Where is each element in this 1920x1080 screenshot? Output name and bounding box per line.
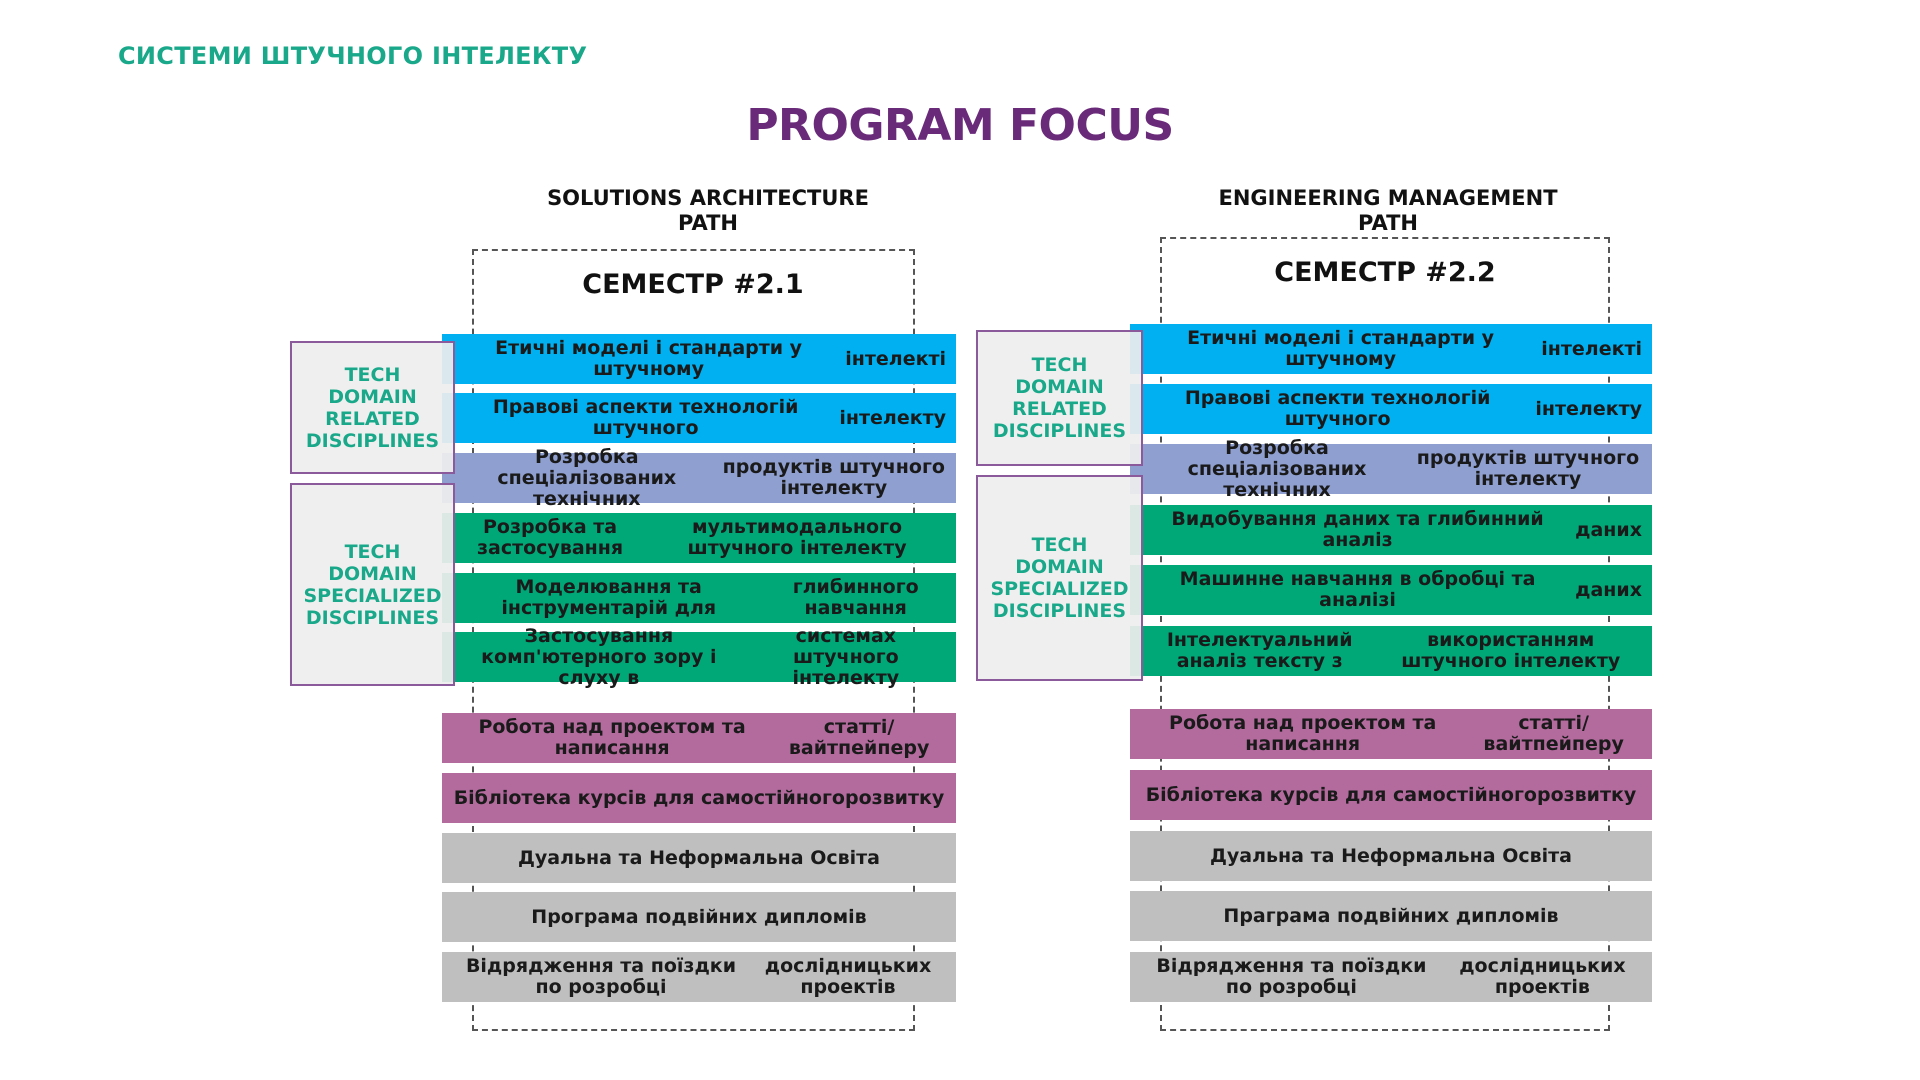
discipline-text: Етичні моделі і стандарти у штучному xyxy=(495,337,803,380)
discipline-text: продуктів штучного інтелекту xyxy=(722,456,945,499)
discipline-bar: Дуальна та Неформальна Освіта xyxy=(1130,831,1652,881)
discipline-text: Відрядження та поїздки по розробці xyxy=(465,955,737,998)
discipline-bar: Робота над проектом та написання статті/… xyxy=(1130,709,1652,759)
discipline-bar: Машинне навчання в обробці та аналізі да… xyxy=(1130,565,1652,615)
category-text: TECH xyxy=(344,540,401,563)
discipline-text: Дуальна та Неформальна Освіта xyxy=(1210,844,1572,867)
discipline-text: інтелекті xyxy=(1541,337,1642,360)
discipline-text: даних xyxy=(1575,578,1642,601)
discipline-text: Розробка спеціалізованих технічних xyxy=(497,445,677,510)
discipline-text: Праграма подвійних дипломів xyxy=(1223,904,1559,927)
discipline-text: Дуальна та Неформальна Освіта xyxy=(518,846,880,869)
discipline-text: глибинного навчання xyxy=(792,576,919,619)
category-text: RELATED xyxy=(325,407,420,430)
category-text: DISCIPLINES xyxy=(305,606,440,629)
category-text: TECH xyxy=(1031,534,1088,556)
discipline-text: Робота над проектом та написання xyxy=(1169,712,1437,755)
discipline-text: Розробка спеціалізованих технічних xyxy=(1187,436,1367,501)
discipline-text: мультимодального штучного інтелекту xyxy=(687,516,907,559)
discipline-text: Видобування даних та глибинний аналіз xyxy=(1171,508,1544,551)
category-text: DOMAIN xyxy=(328,562,417,585)
category-text: DISCIPLINES xyxy=(992,600,1127,622)
path-title-line: PATH xyxy=(678,211,738,235)
discipline-bar: Робота над проектом та написання статті/… xyxy=(442,713,956,763)
category-box-related: TECH DOMAIN RELATED DISCIPLINES xyxy=(290,341,455,474)
discipline-text: статті/вайтпейперу xyxy=(788,716,930,759)
category-text: SPECIALIZED xyxy=(303,584,442,607)
discipline-bar: Видобування даних та глибинний аналіз да… xyxy=(1130,505,1652,555)
discipline-text: Правові аспекти технологій штучного xyxy=(1184,387,1491,430)
discipline-bar: Бібліотека курсів для самостійного розви… xyxy=(1130,770,1652,820)
category-text: DISCIPLINES xyxy=(305,429,440,452)
discipline-text: системах штучного інтелекту xyxy=(792,624,900,689)
discipline-bar: Відрядження та поїздки по розробці дослі… xyxy=(442,952,956,1002)
discipline-text: Бібліотека курсів для самостійного xyxy=(453,786,845,809)
discipline-text: Розробка та застосування xyxy=(476,516,624,559)
discipline-text: інтелекту xyxy=(1535,397,1642,420)
category-text: RELATED xyxy=(1012,398,1107,420)
discipline-text: дослідницьких проектів xyxy=(1459,955,1626,998)
discipline-bar: Дуальна та Неформальна Освіта xyxy=(442,833,956,883)
category-text: DISCIPLINES xyxy=(992,420,1127,442)
discipline-text: статті/вайтпейперу xyxy=(1483,712,1624,755)
category-text: DOMAIN xyxy=(1015,556,1104,578)
path-title-engineering-management: ENGINEERING MANAGEMENT PATH xyxy=(1128,186,1648,236)
discipline-text: даних xyxy=(1575,518,1642,541)
discipline-bar: Розробка та застосування мультимодальног… xyxy=(442,513,956,563)
category-text: TECH xyxy=(344,363,401,386)
discipline-text: інтелекті xyxy=(845,347,946,370)
semester-label-2-2: СЕМЕСТР #2.2 xyxy=(1274,257,1496,288)
discipline-bar: Розробка спеціалізованих технічних проду… xyxy=(1130,437,1652,500)
brand-title: СИСТЕМИ ШТУЧНОГО ІНТЕЛЕКТУ xyxy=(118,42,588,70)
discipline-text: Бібліотека курсів для самостійного xyxy=(1145,783,1537,806)
discipline-bar: Інтелектуальний аналіз тексту з використ… xyxy=(1130,626,1652,676)
discipline-bar: Застосування комп'ютерного зору і слуху … xyxy=(442,625,956,688)
discipline-text: Машинне навчання в обробці та аналізі xyxy=(1179,568,1536,611)
discipline-text: розвитку xyxy=(1536,783,1637,806)
discipline-text: Етичні моделі і стандарти у штучному xyxy=(1187,327,1495,370)
discipline-bar: Програма подвійних дипломів xyxy=(442,892,956,942)
path-title-line: PATH xyxy=(1358,211,1418,235)
discipline-text: інтелекту xyxy=(839,406,946,429)
category-text: TECH xyxy=(1031,354,1088,376)
semester-label-2-1: СЕМЕСТР #2.1 xyxy=(582,269,804,300)
path-title-solutions-architecture: SOLUTIONS ARCHITECTURE PATH xyxy=(448,186,968,236)
discipline-text: Програма подвійних дипломів xyxy=(531,905,867,928)
category-box-specialized: TECH DOMAIN SPECIALIZED DISCIPLINES xyxy=(290,483,455,686)
discipline-bar: Етичні моделі і стандарти у штучному інт… xyxy=(442,334,956,384)
category-box-specialized: TECH DOMAIN SPECIALIZED DISCIPLINES xyxy=(976,475,1143,681)
discipline-bar: Правові аспекти технологій штучного інте… xyxy=(442,393,956,443)
discipline-text: Моделювання та інструментарій для xyxy=(501,576,717,619)
discipline-text: Робота над проектом та написання xyxy=(478,716,746,759)
discipline-text: дослідницьких проектів xyxy=(764,955,932,998)
discipline-bar: Розробка спеціалізованих технічних проду… xyxy=(442,446,956,509)
discipline-bar: Правові аспекти технологій штучного інте… xyxy=(1130,384,1652,434)
discipline-text: Інтелектуальний аналіз тексту з xyxy=(1166,629,1353,672)
category-text: DOMAIN xyxy=(1015,376,1104,398)
discipline-bar: Моделювання та інструментарій для глибин… xyxy=(442,573,956,623)
discipline-bar: Бібліотека курсів для самостійного розви… xyxy=(442,773,956,823)
path-title-line: SOLUTIONS ARCHITECTURE xyxy=(547,186,869,210)
discipline-bar: Етичні моделі і стандарти у штучному інт… xyxy=(1130,324,1652,374)
category-text: SPECIALIZED xyxy=(990,578,1129,600)
page-title: PROGRAM FOCUS xyxy=(746,100,1174,151)
discipline-bar: Відрядження та поїздки по розробці дослі… xyxy=(1130,952,1652,1002)
discipline-text: Правові аспекти технологій штучного xyxy=(492,396,799,439)
path-title-line: ENGINEERING MANAGEMENT xyxy=(1218,186,1558,210)
discipline-text: Застосування комп'ютерного зору і слуху … xyxy=(481,624,717,689)
discipline-text: розвитку xyxy=(844,786,945,809)
discipline-bar: Праграма подвійних дипломів xyxy=(1130,891,1652,941)
category-text: DOMAIN xyxy=(328,385,417,408)
category-box-related: TECH DOMAIN RELATED DISCIPLINES xyxy=(976,330,1143,466)
discipline-text: Відрядження та поїздки по розробці xyxy=(1156,955,1427,998)
discipline-text: продуктів штучного інтелекту xyxy=(1416,447,1640,490)
discipline-text: використанням штучного інтелекту xyxy=(1401,629,1621,672)
